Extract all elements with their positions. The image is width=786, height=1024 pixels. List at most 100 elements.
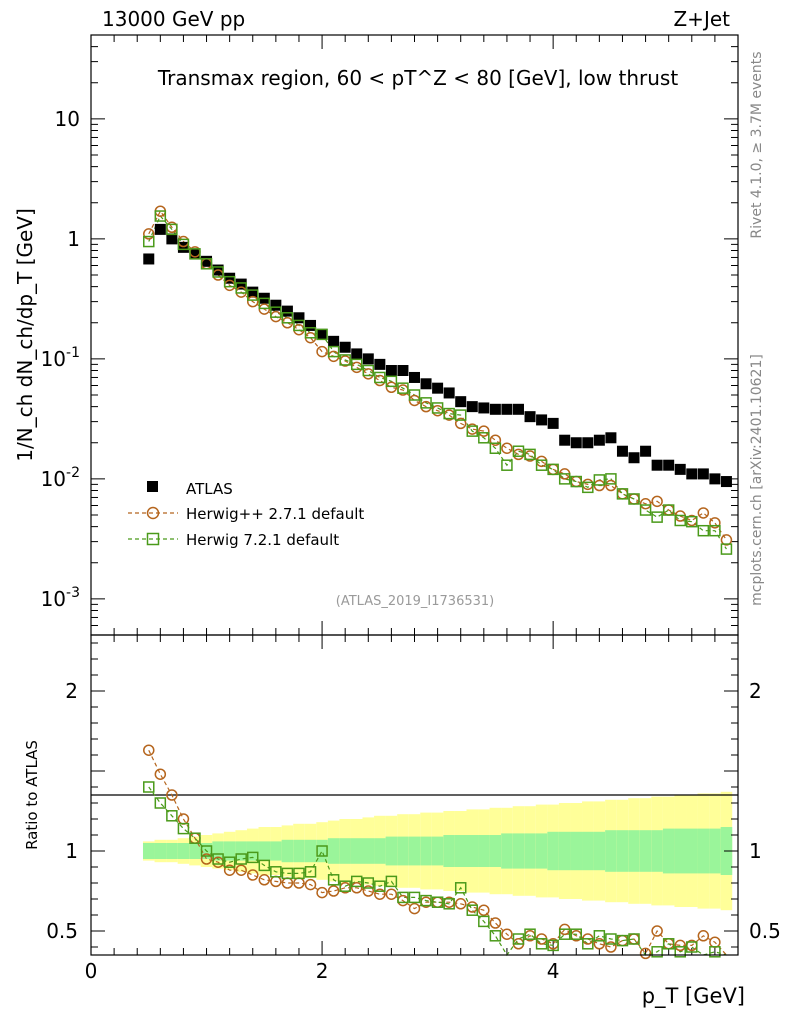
ratio-tick-label-right: 2: [749, 679, 762, 703]
ratio-herwigpp-point: [605, 941, 617, 953]
herwig7-point: [177, 238, 190, 251]
ratio-herwigpp-point: [489, 917, 502, 929]
y-axis-label: 1/N_ch dN_ch/dp_T [GeV]: [13, 208, 37, 462]
herwig7-point: [431, 402, 444, 414]
herwigpp-point: [605, 479, 617, 492]
band-inner: [558, 831, 571, 871]
herwig7-point: [697, 524, 710, 537]
herwigpp-point: [385, 381, 398, 394]
herwig7-point: [639, 504, 652, 516]
ratio-herwig7-point: [385, 875, 398, 888]
band-inner: [385, 836, 398, 866]
atlas-point: [697, 468, 709, 480]
ratio-herwig7-point: [247, 851, 259, 864]
ratio-herwig7-point: [478, 915, 490, 928]
atlas-point: [339, 341, 351, 353]
ratio-herwigpp-point: [247, 869, 259, 881]
ratio-tick-label: 0.5: [46, 919, 78, 943]
atlas-point: [362, 353, 374, 365]
band-inner: [431, 836, 444, 866]
band-inner: [350, 838, 363, 864]
herwig7-point: [466, 425, 479, 437]
herwig7-point: [235, 282, 247, 294]
herwigpp-point: [247, 295, 259, 308]
atlas-point: [582, 437, 594, 449]
herwig7-point: [616, 488, 629, 500]
band-inner: [535, 833, 548, 869]
ratio-herwig7-point: [339, 880, 351, 892]
band-inner: [709, 828, 721, 874]
herwig7-point: [674, 514, 686, 527]
ratio-herwigpp-point: [327, 885, 340, 897]
herwig7-point: [258, 297, 271, 310]
band-inner: [246, 841, 259, 861]
atlas-point: [166, 233, 178, 245]
ratio-series: [143, 744, 727, 960]
herwig7-point: [582, 481, 594, 494]
atlas-point: [593, 434, 605, 446]
band-inner: [466, 835, 479, 867]
atlas-point: [374, 358, 386, 370]
atlas-point: [270, 299, 282, 311]
band-inner: [304, 839, 317, 863]
atlas-point: [443, 387, 455, 399]
herwig7-point: [247, 289, 259, 301]
ratio-herwig7-point: [686, 941, 698, 953]
herwigpp-point: [697, 507, 710, 519]
band-inner: [443, 835, 455, 867]
band-inner: [408, 836, 421, 866]
herwig7-point: [720, 543, 733, 555]
ratio-herwigpp-point: [143, 744, 155, 756]
legend: ATLAS Herwig++ 2.7.1 default Herwig 7.2.…: [128, 480, 364, 549]
atlas-point: [709, 473, 721, 485]
herwigpp-point: [316, 345, 328, 358]
ratio-herwigpp-point: [639, 947, 652, 960]
herwig7-point: [570, 475, 582, 488]
ratio-herwig7-point: [293, 867, 305, 880]
ratio-herwig7-point: [374, 880, 386, 892]
herwig7-point: [339, 354, 351, 366]
ratio-herwig7-point: [189, 832, 201, 844]
atlas-point: [201, 255, 213, 267]
band-inner: [339, 838, 351, 864]
band-inner: [235, 841, 247, 861]
band-inner: [189, 843, 201, 859]
band-inner: [270, 841, 282, 861]
energy-label: 13000 GeV pp: [102, 7, 245, 31]
ratio-herwig7-point: [362, 877, 375, 889]
ratio-herwigpp-point: [478, 904, 490, 916]
band-inner: [212, 841, 224, 861]
ratio-tick-label-right: 1: [749, 839, 762, 863]
herwig7-point: [662, 504, 675, 516]
band-inner: [605, 830, 617, 872]
atlas-point: [489, 403, 501, 415]
herwig7-point: [304, 327, 317, 339]
ratio-herwig7-point: [662, 938, 675, 950]
atlas-point: [570, 437, 582, 449]
atlas-point: [351, 348, 363, 360]
herwig7-point: [293, 319, 305, 332]
atlas-point: [189, 248, 201, 260]
y-tick-label: 10-3: [41, 585, 80, 611]
herwigpp-point: [651, 495, 663, 508]
ratio-herwig7-point: [674, 946, 686, 958]
band-inner: [166, 843, 178, 859]
herwigpp-point: [143, 228, 155, 240]
herwig7-point: [374, 371, 386, 384]
ratio-plot-frame: [90, 634, 739, 956]
ratio-herwigpp-point: [235, 864, 247, 876]
atlas-point: [224, 272, 236, 284]
band-inner: [142, 843, 155, 859]
herwigpp-point: [639, 498, 652, 510]
band-inner: [362, 838, 375, 864]
uncertainty-bands: [142, 791, 733, 911]
ratio-herwig7-point: [443, 898, 455, 910]
atlas-point: [293, 312, 305, 324]
herwigpp-point: [478, 425, 490, 437]
herwigpp-point: [720, 534, 733, 546]
atlas-point: [536, 414, 548, 426]
band-inner: [281, 839, 294, 863]
ratio-herwig7-point: [304, 866, 317, 878]
ratio-herwig7-point: [154, 797, 167, 809]
